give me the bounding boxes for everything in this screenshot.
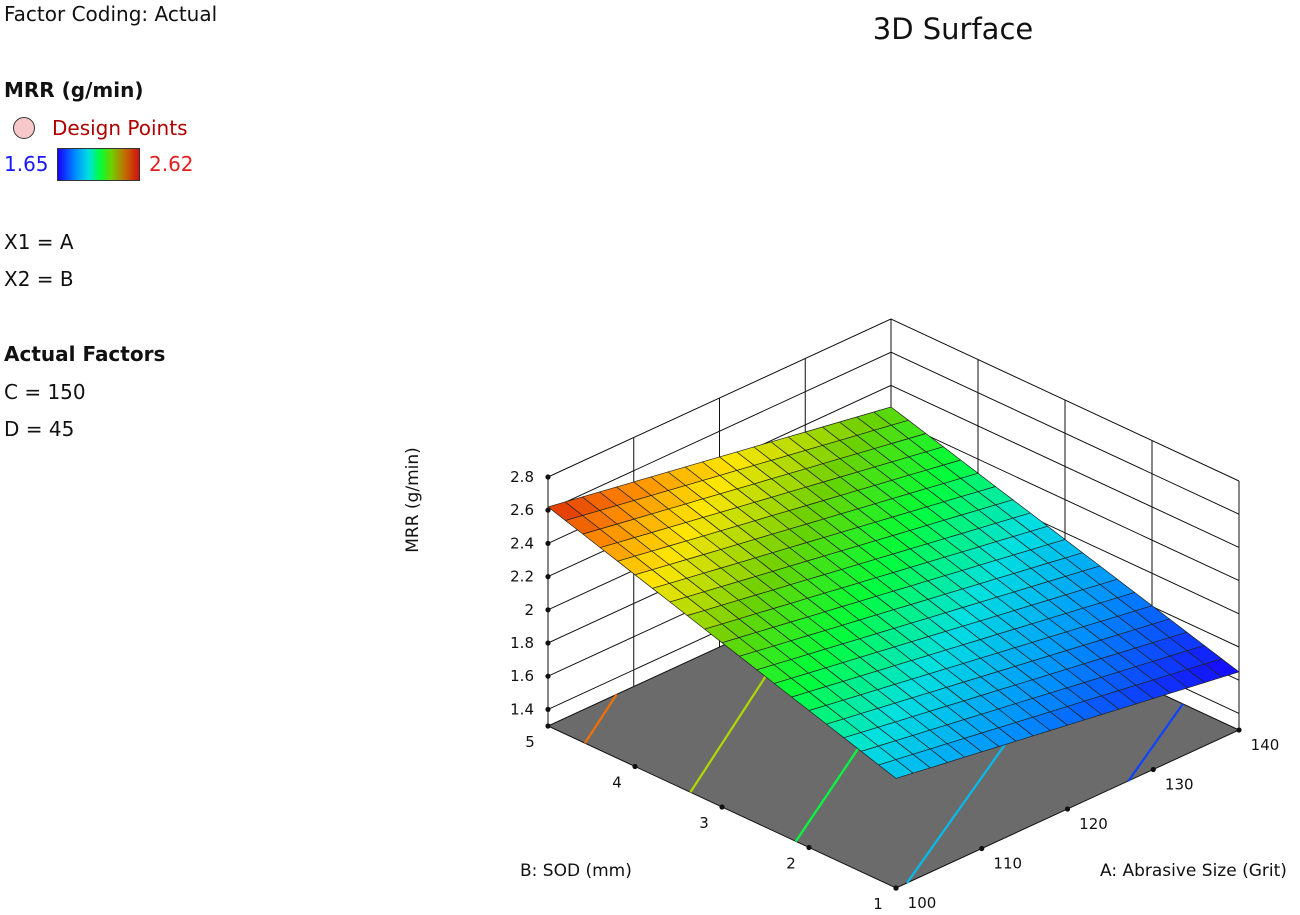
x-axis-tick-label: 130 (1165, 776, 1194, 794)
actual-factors-title: Actual Factors (4, 342, 166, 366)
y-axis-tick-label: 4 (612, 774, 622, 792)
z-axis-tick (545, 474, 551, 480)
z-axis-tick-label: 1.6 (510, 667, 534, 685)
y-axis-tick-label: 3 (699, 814, 709, 832)
y-axis-label: B: SOD (mm) (520, 861, 632, 881)
x-axis-tick (979, 845, 985, 852)
z-axis-tick (545, 540, 551, 547)
design-point-legend-marker (13, 117, 35, 139)
x-axis-tick (893, 885, 899, 891)
x-axis-tick-label: 140 (1251, 736, 1280, 754)
z-axis-tick-label: 1.4 (510, 700, 534, 718)
z-axis-tick (545, 673, 551, 679)
x-axis-tick (1064, 806, 1071, 812)
factor-coding-label: Factor Coding: Actual (4, 2, 218, 26)
response-title: MRR (g/min) (4, 78, 144, 102)
z-axis-tick (545, 706, 551, 713)
y-axis-tick-label: 1 (873, 895, 883, 913)
z-axis-tick (545, 574, 551, 580)
x-axis-tick-label: 120 (1079, 815, 1108, 833)
z-axis-label: MRR (g/min) (403, 447, 423, 553)
response-surface (547, 406, 1240, 779)
y-axis-tick-label: 2 (786, 855, 796, 873)
z-axis-tick-label: 2.6 (510, 501, 534, 519)
z-axis-tick-label: 1.8 (510, 634, 534, 652)
x2-definition: X2 = B (4, 267, 74, 291)
contour-line-4 (583, 693, 618, 744)
y-axis-tick (719, 804, 725, 810)
legend-panel: Factor Coding: Actual MRR (g/min) Design… (0, 0, 330, 460)
z-axis-tick-label: 2.2 (510, 568, 534, 586)
z-axis-tick (545, 507, 551, 513)
colorbar-min-label: 1.65 (4, 152, 49, 176)
factor-d-value: D = 45 (4, 417, 75, 441)
contour-line-0 (1127, 703, 1184, 782)
factor-c-value: C = 150 (4, 380, 86, 404)
y-axis-tick (632, 763, 638, 770)
axes-frame: 1.4 1.6 1.8 2 2.2 2.4 2.6 2.8 1 2 3 4 5 100 110 120 130 1… (510, 468, 1279, 913)
z-axis-tick-label: 2 (524, 601, 534, 619)
z-axis-tick (545, 640, 551, 646)
chart-title: 3D Surface (873, 12, 1033, 46)
x1-definition: X1 = A (4, 230, 74, 254)
x-axis-tick-label: 110 (993, 855, 1022, 873)
colorbar-gradient (57, 148, 140, 181)
z-axis-tick-label: 2.8 (510, 468, 534, 486)
colorbar-max-label: 2.62 (149, 152, 194, 176)
x-axis-tick-label: 100 (908, 894, 937, 912)
x-axis-tick (1236, 727, 1242, 733)
y-axis-tick-label: 5 (525, 733, 535, 751)
z-axis-tick-label: 2.4 (510, 534, 534, 552)
z-axis-tick (545, 607, 551, 613)
y-axis-tick (545, 723, 551, 729)
x-axis-label: A: Abrasive Size (Grit) (1100, 861, 1287, 881)
design-points-label: Design Points (52, 116, 188, 140)
y-axis-tick (806, 844, 812, 851)
x-axis-tick (1150, 766, 1156, 773)
surface-cell (873, 406, 909, 426)
